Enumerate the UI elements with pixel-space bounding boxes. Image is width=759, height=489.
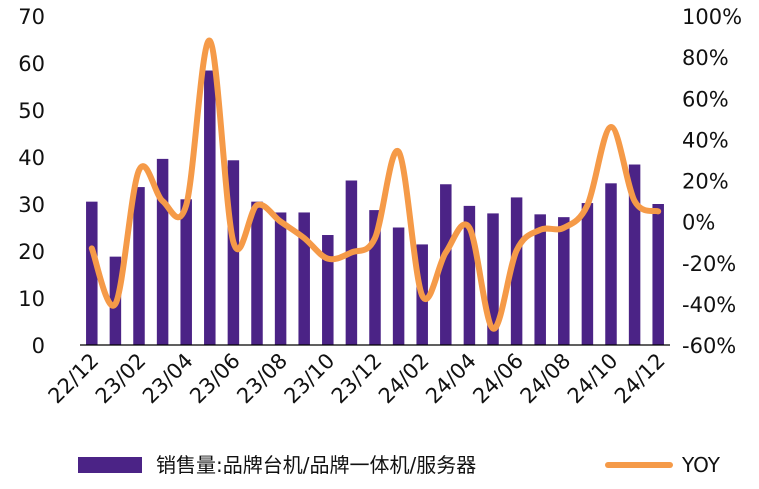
- y-right-tick-label: 0%: [682, 211, 715, 235]
- y-right-tick-label: -20%: [682, 252, 736, 276]
- x-tick-label: 23/12: [327, 349, 387, 409]
- yoy-point-24-06: [516, 249, 518, 251]
- yoy-point-23-11: [350, 251, 352, 253]
- yoy-point-24-01: [398, 151, 400, 153]
- yoy-point-24-02: [421, 295, 423, 297]
- x-tick-label: 24/06: [468, 349, 528, 409]
- yoy-point-23-07: [256, 204, 258, 206]
- yoy-point-23-02: [138, 169, 140, 171]
- x-tick-label: 23/06: [185, 349, 245, 409]
- yoy-point-23-08: [280, 221, 282, 223]
- bar-23-09: [298, 212, 310, 345]
- bar-23-05: [204, 70, 216, 346]
- yoy-point-23-03: [162, 200, 164, 202]
- bar-23-08: [274, 212, 287, 345]
- y-left-tick-label: 40: [18, 146, 45, 170]
- yoy-point-24-07: [539, 229, 541, 231]
- bar-24-05: [487, 213, 499, 345]
- y-left-tick-label: 70: [18, 5, 45, 29]
- y-left-tick-label: 50: [18, 99, 45, 123]
- x-tick-label: 22/12: [44, 349, 104, 409]
- bar-23-04: [180, 199, 192, 345]
- yoy-point-24-08: [563, 227, 565, 229]
- y-right-tick-label: -60%: [682, 334, 736, 358]
- x-tick-label: 24/02: [374, 349, 434, 409]
- bar-23-07: [251, 201, 263, 345]
- yoy-point-23-05: [209, 40, 211, 42]
- yoy-point-23-10: [327, 258, 329, 260]
- yoy-point-23-09: [303, 237, 305, 239]
- y-axis-left-ticks: 0 10 20 30 40 50 60 70: [18, 5, 45, 358]
- y-right-tick-label: -40%: [682, 293, 736, 317]
- yoy-point-23-04: [185, 204, 187, 206]
- yoy-point-24-03: [445, 251, 447, 253]
- y-right-tick-label: 80%: [682, 46, 729, 70]
- bar-23-03: [156, 158, 169, 345]
- legend-bar-swatch: [78, 457, 142, 473]
- y-right-tick-label: 40%: [682, 128, 729, 152]
- y-left-tick-label: 10: [18, 287, 45, 311]
- bar-24-01: [392, 227, 405, 345]
- bar-24-07: [534, 214, 546, 345]
- y-left-tick-label: 60: [18, 52, 45, 76]
- x-tick-label: 24/10: [563, 349, 623, 409]
- x-tick-label: 24/12: [610, 349, 670, 409]
- bar-22-12: [86, 201, 98, 345]
- x-tick-label: 23/10: [280, 349, 340, 409]
- legend-line-label: YOY: [681, 453, 721, 477]
- y-left-tick-label: 0: [32, 334, 45, 358]
- yoy-point-24-12: [657, 210, 659, 212]
- yoy-point-24-11: [634, 200, 636, 202]
- yoy-point-22-12: [91, 247, 93, 249]
- x-tick-label: 23/02: [91, 349, 151, 409]
- bar-24-06: [510, 197, 523, 345]
- yoy-point-23-01: [114, 303, 116, 305]
- bar-24-09: [581, 203, 594, 345]
- bar-24-10: [605, 183, 617, 345]
- legend-bar-label: 销售量:品牌台机/品牌一体机/服务器: [156, 453, 476, 477]
- x-tick-label: 24/08: [516, 349, 576, 409]
- bar-23-10: [322, 235, 334, 345]
- x-axis-ticks: 22/1223/0223/0423/0623/0823/1023/1224/02…: [44, 349, 670, 409]
- legend: 销售量:品牌台机/品牌一体机/服务器 YOY: [78, 453, 721, 477]
- x-tick-label: 23/04: [138, 349, 198, 409]
- y-left-tick-label: 20: [18, 240, 45, 264]
- line-series: [88, 37, 662, 332]
- yoy-point-24-05: [492, 328, 494, 330]
- bar-24-04: [463, 205, 476, 345]
- x-tick-label: 24/04: [421, 349, 481, 409]
- yoy-point-23-06: [232, 241, 234, 243]
- bar-24-11: [628, 164, 641, 345]
- bar-24-03: [440, 184, 452, 345]
- yoy-point-23-12: [374, 237, 376, 239]
- y-left-tick-label: 30: [18, 193, 45, 217]
- bar-23-06: [227, 160, 240, 345]
- bar-23-11: [345, 180, 358, 345]
- y-axis-right-ticks: -60% -40% -20% 0% 20% 40% 60% 80% 100%: [682, 5, 742, 358]
- bar-24-12: [652, 204, 664, 345]
- y-right-tick-label: 60%: [682, 87, 729, 111]
- y-right-tick-label: 20%: [682, 170, 729, 194]
- yoy-point-24-09: [586, 204, 588, 206]
- bar-23-12: [369, 210, 381, 345]
- bar-series: [86, 70, 664, 346]
- x-tick-label: 23/08: [232, 349, 292, 409]
- bar-23-02: [133, 187, 145, 345]
- yoy-point-24-10: [610, 126, 612, 128]
- y-right-tick-label: 100%: [682, 5, 742, 29]
- yoy-point-24-04: [468, 227, 470, 229]
- bar-24-08: [558, 217, 570, 345]
